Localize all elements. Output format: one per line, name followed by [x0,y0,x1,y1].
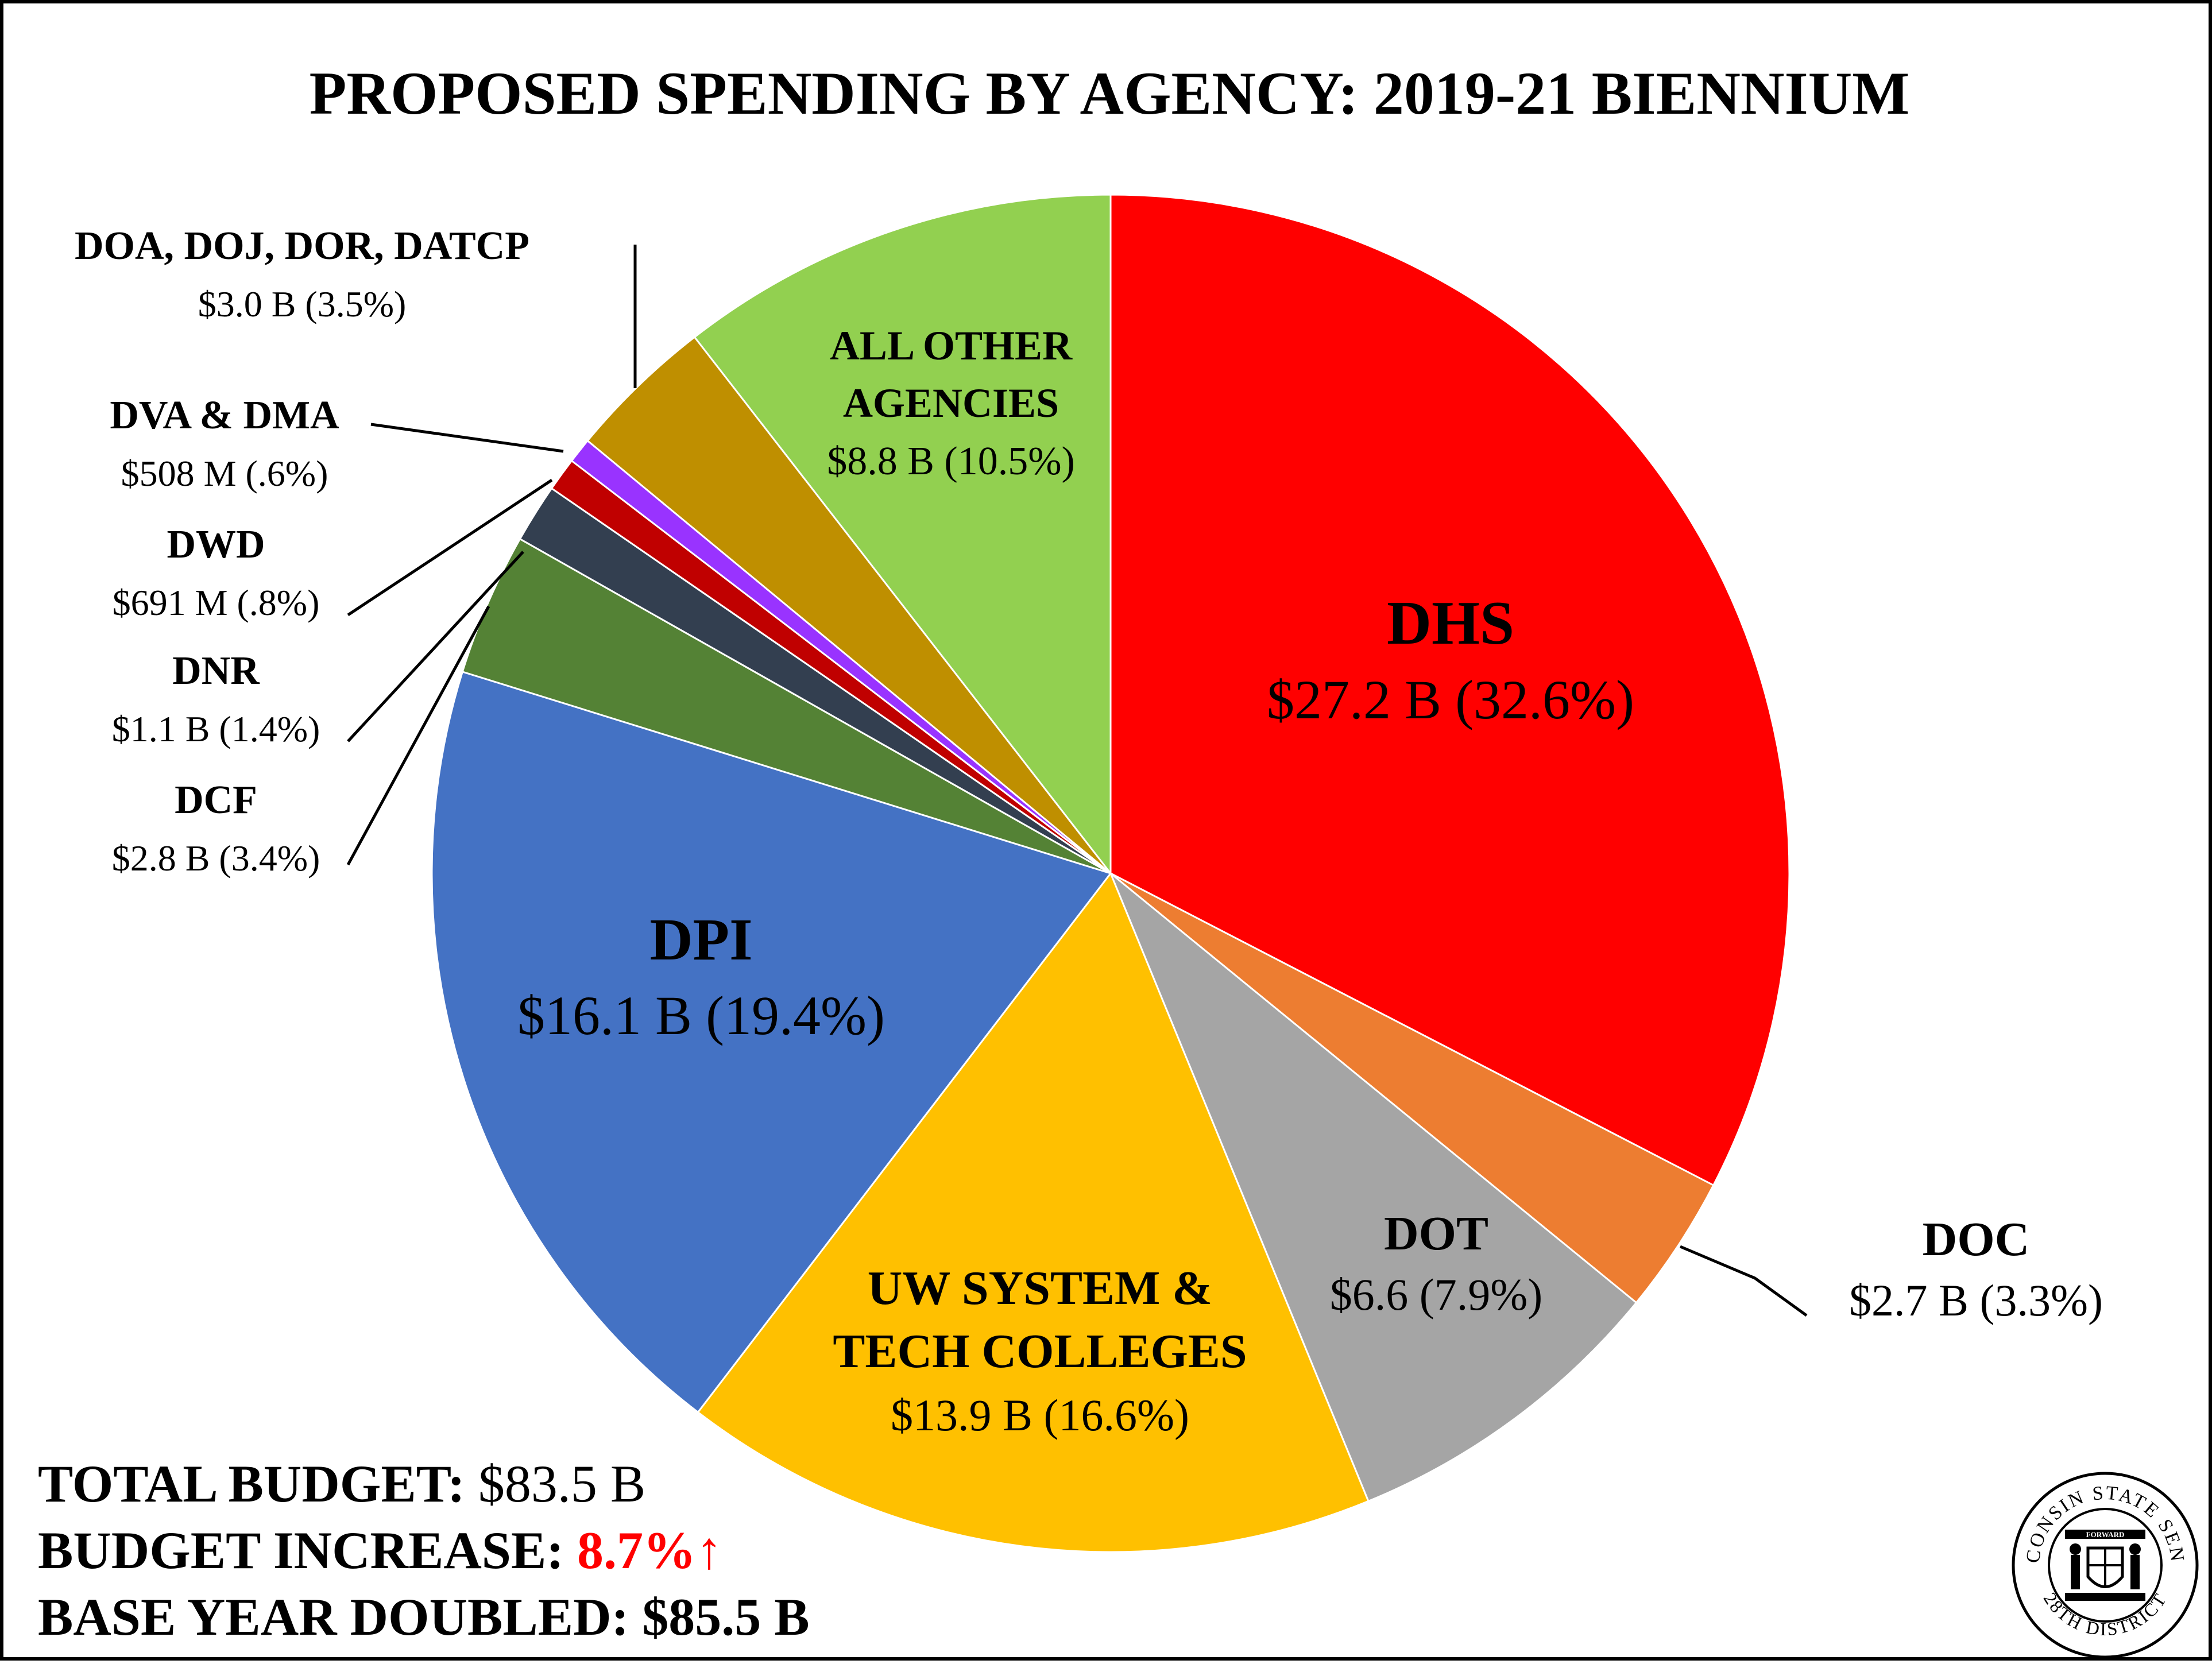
slice-name-label-dnr: DNR [172,649,260,693]
slice-value-label-doa-doj-dor-datcp: $3.0 B (3.5%) [198,284,407,324]
pie-slice-dot [1109,872,1638,1503]
leader-lines [346,245,1808,1317]
seal-banner-text: FORWARD [2086,1530,2125,1539]
slice-name-label-uw-system-and-tech-colleges-1: UW SYSTEM & [868,1261,1213,1315]
pie-slice-doc [1110,872,1715,1304]
chart-title: PROPOSED SPENDING BY AGENCY: 2019-21 BIE… [310,60,1910,127]
slice-value-label-dpi: $16.1 B (19.4%) [517,985,885,1046]
pie-chart: PROPOSED SPENDING BY AGENCY: 2019-21 BIE… [75,60,2199,1659]
leader-line-dwd [347,478,553,617]
leader-line-dcf [346,605,490,866]
leader-line-doc [1680,1245,1808,1317]
seal-coat-of-arms-icon: FORWARD [2065,1530,2145,1601]
slice-value-label-dnr: $1.1 B (1.4%) [112,709,320,749]
slice-name-label-uw-system-and-tech-colleges-2: TECH COLLEGES [833,1325,1247,1378]
budget-increase-label: BUDGET INCREASE: [38,1521,564,1580]
base-year-doubled-label: BASE YEAR DOUBLED: [38,1588,629,1646]
slice-name-label-doc: DOC [1923,1213,2030,1266]
slice-name-label-all-other-agencies-1: ALL OTHER [830,323,1073,369]
slice-value-label-dhs: $27.2 B (32.6%) [1267,669,1634,730]
base-year-doubled-line: BASE YEAR DOUBLED: $85.5 B [38,1584,810,1650]
slice-value-label-dwd: $691 M (.8%) [113,582,320,623]
slice-name-label-all-other-agencies-2: AGENCIES [843,380,1059,426]
senate-seal: WISCONSIN STATE SENATE 28TH DISTRICT FOR… [2012,1472,2199,1659]
pie-slice-doa-doj-dor-datcp [586,335,1112,874]
slice-value-label-dot: $6.6 (7.9%) [1330,1270,1542,1319]
budget-increase-value: 8.7%↑ [577,1521,722,1580]
budget-summary: TOTAL BUDGET: $83.5 B BUDGET INCREASE: 8… [38,1450,810,1650]
slice-name-label-dhs: DHS [1387,589,1514,657]
slice-labels: DHS $27.2 B (32.6%) DOC $2.7 B (3.3%) DOT $6.… [75,224,2103,1440]
slice-value-label-all-other-agencies: $8.8 B (10.5%) [827,439,1075,483]
pie-slice-dhs [1109,194,1791,1187]
pie-slice-dpi [431,671,1112,1414]
total-budget-value: $83.5 B [478,1454,646,1513]
slice-value-label-uw-system-and-tech-colleges: $13.9 B (16.6%) [891,1390,1189,1440]
pie-slice-dcf [461,537,1111,874]
base-year-doubled-value: $85.5 B [642,1588,810,1646]
slice-value-label-dva-and-dma: $508 M (.6%) [121,453,328,494]
budget-increase-line: BUDGET INCREASE: 8.7%↑ [38,1517,810,1584]
total-budget-label: TOTAL BUDGET: [38,1454,465,1513]
slice-name-label-dpi: DPI [649,907,752,973]
slice-value-label-dcf: $2.8 B (3.4%) [112,838,320,879]
slice-name-label-dva-and-dma: DVA & DMA [110,393,339,438]
slice-name-label-dcf: DCF [175,778,257,822]
slice-name-label-dot: DOT [1384,1207,1488,1260]
pie-slice-all-other-agencies [693,194,1112,876]
slice-name-label-dwd: DWD [167,523,265,567]
total-budget-line: TOTAL BUDGET: $83.5 B [38,1450,810,1517]
pie-slice-uw-system-and-tech-colleges [697,872,1370,1553]
pie-slices [431,194,1791,1553]
slice-name-label-doa-doj-dor-datcp: DOA, DOJ, DOR, DATCP [75,224,529,268]
leader-line-dva-and-dma [370,423,564,453]
leader-line-dnr [347,551,524,742]
slice-value-label-doc: $2.7 B (3.3%) [1849,1275,2103,1325]
